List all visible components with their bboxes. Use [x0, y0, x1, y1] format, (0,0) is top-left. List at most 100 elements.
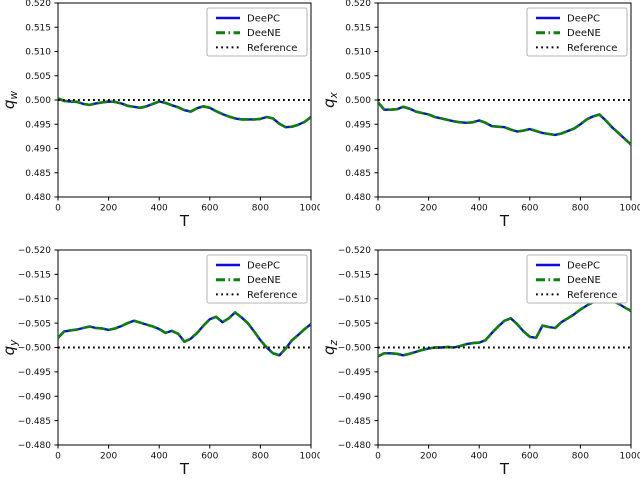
y-tick-label: 0.510	[25, 48, 51, 58]
y-tick-label: 0.505	[25, 72, 51, 82]
x-tick-label: 1000	[620, 204, 640, 214]
subplot-qx: 0.520 0.515 0.510 0.505 0.500 0.495 0.490 0.485…	[320, 0, 640, 240]
y-tick-label: −0.490	[18, 392, 52, 402]
x-tick-label: 800	[572, 452, 589, 462]
y-tick-label: −0.520	[18, 246, 52, 256]
y-tick-label: 0.510	[345, 48, 371, 58]
y-tick-label: 0.480	[25, 193, 51, 203]
x-tick-label: 1000	[300, 452, 320, 462]
y-axis-label: qw	[0, 91, 20, 110]
y-tick-label: −0.490	[338, 392, 372, 402]
y-tick-label: −0.485	[18, 417, 51, 427]
legend-label-deene: DeeNE	[567, 28, 601, 39]
x-tick-label: 1000	[620, 452, 640, 462]
subplot-qw: 0.520 0.515 0.510 0.505 0.500 0.495 0.490 0.485…	[0, 0, 320, 240]
deepc-line	[57, 97, 312, 129]
x-tick-label: 800	[252, 452, 269, 462]
qz-plot: −0.520 −0.515 −0.510 −0.505 −0.500 −0.495 −0.4…	[320, 246, 640, 478]
subplot-qz: −0.520 −0.515 −0.510 −0.505 −0.500 −0.495 −0.4…	[320, 240, 640, 479]
qx-plot: 0.520 0.515 0.510 0.505 0.500 0.495 0.490 0.485…	[320, 0, 640, 230]
x-tick-label: 400	[151, 452, 168, 462]
x-axis-label: T	[499, 212, 510, 230]
y-tick-label: 0.485	[345, 169, 371, 179]
legend-label-reference: Reference	[567, 43, 617, 54]
y-axis-label: qz	[320, 339, 340, 355]
y-tick-label: −0.495	[338, 368, 371, 378]
x-tick-label: 800	[572, 204, 589, 214]
x-tick-label: 0	[55, 452, 61, 462]
y-tick-label: −0.500	[18, 344, 52, 354]
y-tick-label: −0.505	[338, 319, 371, 329]
y-tick-label: 0.480	[345, 193, 371, 203]
y-tick-label: −0.480	[18, 441, 52, 451]
y-tick-label: 0.520	[345, 0, 371, 9]
legend-label-reference: Reference	[247, 43, 297, 54]
legend-label-deepc: DeePC	[567, 14, 600, 25]
x-axis-label: T	[179, 460, 190, 478]
y-tick-label: −0.495	[18, 368, 51, 378]
y-tick-label: −0.515	[18, 271, 51, 281]
y-tick-label: −0.500	[338, 344, 372, 354]
y-axis-label: qy	[0, 339, 20, 356]
x-tick-label: 0	[375, 204, 381, 214]
legend-label-deepc: DeePC	[567, 261, 600, 272]
deene-line	[377, 297, 632, 358]
x-tick-label: 1000	[300, 204, 320, 214]
x-tick-label: 200	[420, 452, 437, 462]
legend-box	[206, 254, 308, 304]
y-tick-label: 0.500	[25, 96, 51, 106]
x-tick-label: 400	[151, 204, 168, 214]
x-tick-label: 200	[420, 204, 437, 214]
x-tick-label: 600	[521, 452, 538, 462]
qy-plot: −0.520 −0.515 −0.510 −0.505 −0.500 −0.495 −0.4…	[0, 246, 320, 478]
legend-label-reference: Reference	[247, 290, 297, 301]
x-tick-label: 0	[55, 204, 61, 214]
x-tick-label: 0	[375, 452, 381, 462]
y-tick-label: 0.495	[25, 120, 51, 130]
y-tick-label: −0.510	[18, 295, 52, 305]
deene-line	[57, 97, 312, 129]
qw-plot: 0.520 0.515 0.510 0.505 0.500 0.495 0.490 0.485…	[0, 0, 320, 230]
x-tick-label: 200	[100, 204, 117, 214]
y-tick-label: 0.490	[345, 145, 371, 155]
x-tick-label: 800	[252, 204, 269, 214]
y-tick-label: 0.505	[345, 72, 371, 82]
y-tick-label: −0.520	[338, 246, 372, 256]
y-tick-label: 0.500	[345, 96, 371, 106]
y-tick-label: −0.485	[338, 417, 371, 427]
x-axis-label: T	[499, 460, 510, 478]
y-tick-label: −0.510	[338, 295, 372, 305]
x-tick-label: 600	[201, 204, 218, 214]
legend-label-deene: DeeNE	[567, 275, 601, 286]
x-tick-label: 400	[471, 204, 488, 214]
legend-box	[206, 7, 308, 57]
y-tick-label: −0.505	[18, 319, 51, 329]
y-tick-label: 0.485	[25, 169, 51, 179]
y-tick-label: 0.515	[345, 23, 371, 33]
x-tick-label: 600	[521, 204, 538, 214]
legend-label-deene: DeeNE	[247, 275, 281, 286]
y-tick-label: 0.490	[25, 145, 51, 155]
y-tick-label: 0.515	[25, 23, 51, 33]
deene-line	[377, 101, 632, 146]
x-axis-label: T	[179, 212, 190, 230]
legend-label-deepc: DeePC	[247, 261, 280, 272]
legend-label-reference: Reference	[567, 290, 617, 301]
y-tick-label: −0.515	[338, 271, 371, 281]
x-tick-label: 200	[100, 452, 117, 462]
y-tick-label: 0.520	[25, 0, 51, 9]
deene-line	[57, 311, 312, 357]
deepc-line	[57, 311, 312, 357]
y-tick-label: 0.495	[345, 120, 371, 130]
legend-label-deepc: DeePC	[247, 14, 280, 25]
legend-label-deene: DeeNE	[247, 28, 281, 39]
x-tick-label: 600	[201, 452, 218, 462]
legend-box	[526, 7, 628, 57]
y-tick-label: −0.480	[338, 441, 372, 451]
subplot-qy: −0.520 −0.515 −0.510 −0.505 −0.500 −0.495 −0.4…	[0, 240, 320, 479]
deepc-line	[377, 101, 632, 146]
legend-box	[526, 254, 628, 304]
x-tick-label: 400	[471, 452, 488, 462]
y-axis-label: qx	[320, 91, 340, 108]
